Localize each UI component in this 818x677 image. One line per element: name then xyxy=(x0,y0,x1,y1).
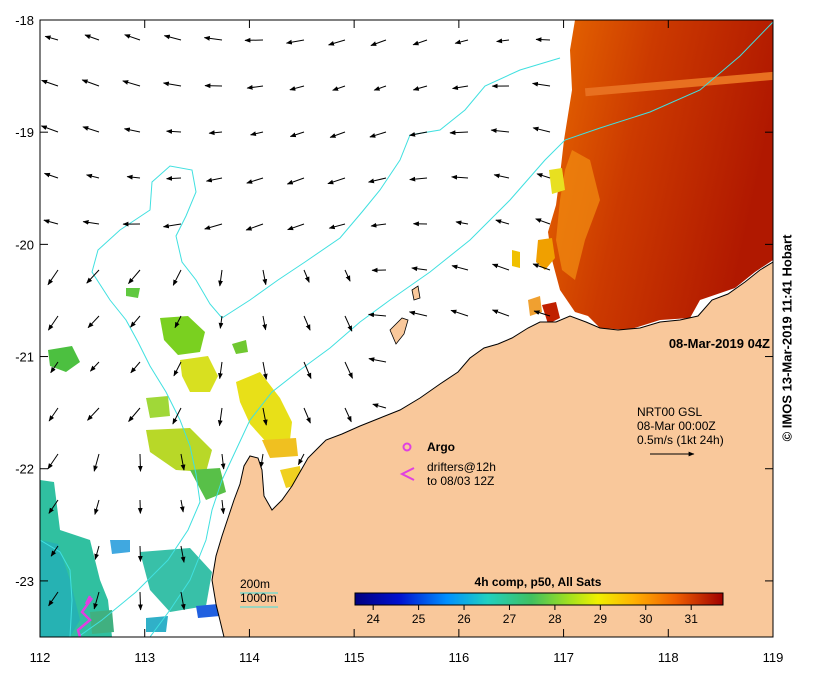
lon-tick-label: 118 xyxy=(658,650,679,665)
lat-tick-label: -18 xyxy=(15,13,34,28)
argo-label: Argo xyxy=(427,440,455,454)
current-arrow-icon xyxy=(167,178,181,179)
colorbar-tick-label: 26 xyxy=(457,612,471,626)
sst-cool-patch-4 xyxy=(146,616,168,632)
lon-tick-label: 119 xyxy=(763,650,784,665)
colorbar xyxy=(355,593,723,605)
map-timestamp: 08-Mar-2019 04Z xyxy=(669,336,770,351)
current-arrow-icon xyxy=(140,592,141,610)
lat-tick-label: -21 xyxy=(15,350,34,365)
lat-tick-label: -20 xyxy=(15,237,34,252)
lat-tick-label: -22 xyxy=(15,462,34,477)
colorbar-tick-label: 27 xyxy=(503,612,517,626)
colorbar-tick-label: 28 xyxy=(548,612,562,626)
drifters-label-line1: drifters@12h xyxy=(427,460,496,474)
contour-200m-label: 200m xyxy=(240,577,270,591)
current-arrow-icon xyxy=(140,454,141,471)
colorbar-tick-label: 31 xyxy=(685,612,699,626)
current-source-label: NRT00 GSL xyxy=(637,405,702,419)
lon-tick-label: 117 xyxy=(553,650,574,665)
drifters-label-line2: to 08/03 12Z xyxy=(427,474,494,488)
current-arrow-icon xyxy=(140,546,141,561)
lat-tick-label: -23 xyxy=(15,574,34,589)
lon-tick-label: 114 xyxy=(239,650,260,665)
sst-green-patch-6 xyxy=(146,396,170,418)
colorbar-tick-label: 25 xyxy=(412,612,426,626)
lon-tick-label: 113 xyxy=(134,650,155,665)
colorbar-tick-label: 29 xyxy=(594,612,608,626)
colorbar-title: 4h comp, p50, All Sats xyxy=(475,575,602,589)
lon-tick-label: 115 xyxy=(344,650,365,665)
sst-cool-patch-2 xyxy=(110,540,130,554)
contour-1000m-label: 1000m xyxy=(240,591,277,605)
current-arrow-icon xyxy=(536,39,550,40)
current-scale-label: 0.5m/s (1kt 24h) xyxy=(637,433,724,447)
lon-tick-label: 112 xyxy=(30,650,51,665)
colorbar-tick-label: 30 xyxy=(639,612,653,626)
current-time-label: 08-Mar 00:00Z xyxy=(637,419,716,433)
lon-tick-label: 116 xyxy=(448,650,469,665)
colorbar-tick-label: 24 xyxy=(366,612,380,626)
lat-tick-label: -19 xyxy=(15,125,34,140)
sst-warm-patch-2 xyxy=(512,250,520,268)
